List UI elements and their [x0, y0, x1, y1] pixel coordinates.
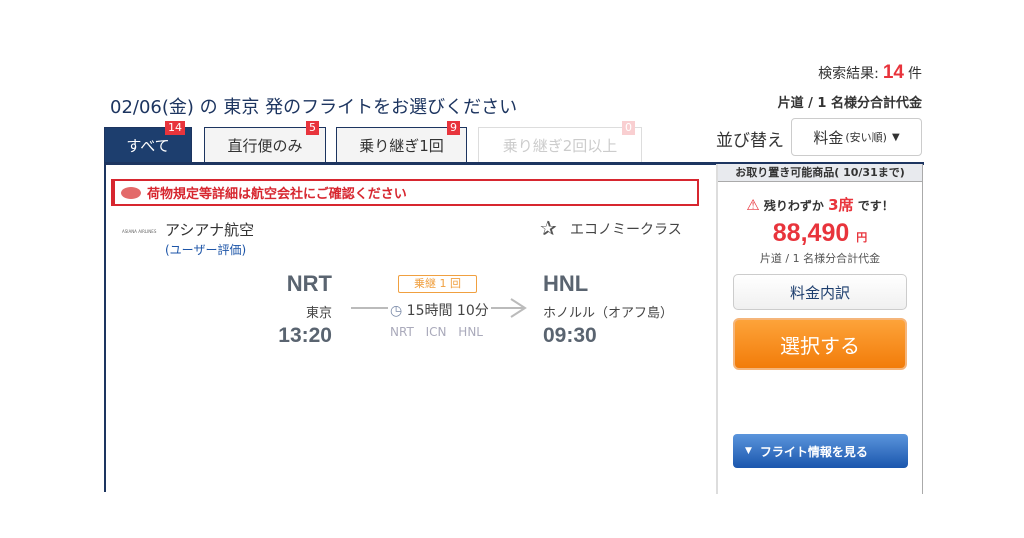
- price-note: 片道 / 1 名様分合計代金: [777, 96, 922, 111]
- departure-time: 13:20: [278, 324, 332, 347]
- speech-bubble-icon: [121, 186, 141, 199]
- cabin-class: エコノミークラス: [570, 222, 682, 238]
- origin-city: 東京: [305, 306, 332, 321]
- destination-code: HNL: [543, 271, 589, 296]
- warning-icon: ⚠: [746, 196, 760, 214]
- results-unit: 件: [908, 66, 922, 82]
- price: 88,490 円: [718, 219, 922, 248]
- panel-header: お取り置き可能商品( 10/31まで): [718, 164, 922, 182]
- duration: ◷ 15時間 10分: [388, 300, 491, 320]
- chevron-down-icon: ▼: [891, 131, 900, 143]
- tab-two-plus-stops: 乗り継ぎ2回以上 0: [478, 121, 642, 163]
- seats-left: 3席: [828, 196, 854, 214]
- results-label: 検索結果:: [818, 66, 879, 82]
- stops-badge: 乗継 1 回: [398, 275, 477, 293]
- page-title: 02/06(金) の 東京 発のフライトをお選びください: [110, 97, 518, 118]
- sort-sub: (安い順): [845, 131, 887, 144]
- flight-info-label: フライト情報を見る: [759, 444, 868, 459]
- via-airports: NRT ICN HNL: [390, 325, 483, 339]
- sort-value: 料金: [813, 128, 844, 147]
- sort-select[interactable]: 料金 (安い順) ▼: [791, 118, 922, 156]
- sort-label: 並び替え: [716, 131, 784, 151]
- tab-badge: 0: [622, 121, 635, 135]
- tab-badge: 9: [447, 121, 460, 135]
- tab-label: 直行便のみ: [227, 137, 303, 155]
- tab-label: 乗り継ぎ1回: [359, 137, 444, 155]
- origin-code: NRT: [286, 271, 332, 296]
- duration-text: 15時間 10分: [406, 303, 489, 319]
- arrival-time: 09:30: [543, 324, 597, 347]
- clock-icon: ◷: [390, 303, 403, 319]
- alert-text: 荷物規定等詳細は航空会社にご確認ください: [147, 187, 407, 202]
- warn-text: 残りわずか: [763, 199, 824, 213]
- tab-label: すべて: [126, 137, 170, 155]
- destination-city: ホノルル（オアフ島）: [543, 306, 674, 321]
- currency: 円: [856, 232, 868, 244]
- baggage-alert: 荷物規定等詳細は航空会社にご確認ください: [111, 179, 699, 206]
- user-rating-link[interactable]: (ユーザー評価): [165, 243, 247, 257]
- seats-warning: ⚠ 残りわずか 3席 です！: [718, 194, 922, 215]
- tab-badge: 14: [165, 121, 185, 135]
- tab-direct[interactable]: 直行便のみ 5: [204, 121, 326, 163]
- star-alliance-icon: ✰: [540, 216, 557, 240]
- results-number: 14: [882, 62, 904, 83]
- price-note: 片道 / 1 名様分合計代金: [759, 252, 881, 265]
- flight-info-button[interactable]: ▼ フライト情報を見る: [733, 434, 908, 468]
- airline-logo: ASIANA AIRLINES: [122, 229, 157, 234]
- airline-name: アシアナ航空: [165, 221, 255, 239]
- tab-badge: 5: [306, 121, 319, 135]
- fare-breakdown-button[interactable]: 料金内訳: [733, 274, 907, 310]
- tab-label: 乗り継ぎ2回以上: [502, 137, 618, 155]
- tab-all[interactable]: すべて 14: [104, 121, 192, 163]
- tab-one-stop[interactable]: 乗り継ぎ1回 9: [336, 121, 467, 163]
- price-panel: お取り置き可能商品( 10/31まで) ⚠ 残りわずか 3席 です！ 88,49…: [716, 164, 923, 494]
- price-value: 88,490: [772, 219, 850, 247]
- warn-suffix: です！: [857, 199, 894, 213]
- triangle-down-icon: ▼: [745, 446, 752, 456]
- results-frame: [104, 162, 924, 492]
- select-button[interactable]: 選択する: [733, 318, 907, 370]
- results-count: 検索結果: 14 件: [818, 62, 922, 84]
